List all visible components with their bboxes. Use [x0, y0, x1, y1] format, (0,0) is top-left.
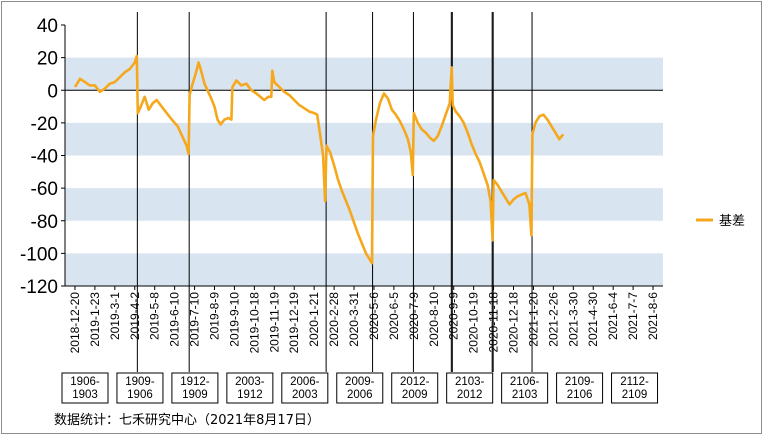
x-axis: 2018-12-20 2019-1-23 2019-3-1 2019-4-2 2019-… [65, 285, 663, 354]
x-tick-label: 2021-1-20 [526, 292, 540, 347]
series-lines [73, 54, 565, 265]
contract-box [171, 372, 219, 404]
x-tick-label: 2020-6-5 [387, 292, 401, 340]
x-tick-label: 2020-2-28 [327, 292, 341, 347]
x-tick-label: 2020-7-9 [407, 292, 421, 340]
legend-label: 基差 [719, 214, 745, 229]
x-tick-label: 2019-7-10 [188, 292, 202, 347]
contract-label: 2103- [455, 376, 485, 388]
x-tick-label: 2020-8-10 [427, 292, 441, 347]
contract-box [611, 372, 659, 404]
contract-box [501, 372, 549, 404]
contract-box [116, 372, 164, 404]
contract-box [391, 372, 439, 404]
y-tick-label: -40 [31, 147, 58, 168]
contract-label: 2006- [290, 376, 320, 388]
contract-label: 2003 [292, 389, 318, 401]
x-tick-label: 2018-12-20 [68, 292, 82, 354]
x-tick-label: 2020-1-21 [307, 292, 321, 347]
y-tick-label: 40 [37, 16, 58, 37]
contract-label: 2109- [565, 376, 595, 388]
x-tick-label: 2021-8-6 [646, 292, 660, 340]
shaded-band-3 [65, 253, 663, 286]
contract-label: 2003- [235, 376, 265, 388]
legend: 基差 [696, 214, 745, 229]
x-tick-label: 2019-3-1 [108, 292, 122, 340]
shaded-band-0 [65, 57, 663, 91]
contract-label: 2012 [457, 389, 483, 401]
y-tick-label: -120 [20, 277, 58, 298]
x-tick-label: 2019-4-2 [128, 292, 142, 340]
y-tick-label: -100 [20, 244, 58, 265]
x-tick-label: 2020-3-31 [347, 292, 361, 347]
contract-label: 1909- [125, 376, 155, 388]
contract-label: 2112- [620, 376, 649, 388]
y-tick-label: 0 [47, 81, 58, 102]
x-tick-label: 2019-1-23 [88, 292, 102, 347]
contract-label: 1912- [180, 376, 210, 388]
x-tick-label: 2021-2-26 [546, 292, 560, 347]
series-line-0 [73, 54, 565, 265]
x-tick-label: 2019-11-19 [267, 292, 281, 353]
x-tick-label: 2019-8-9 [208, 292, 222, 340]
contract-label: 1912 [237, 389, 263, 401]
x-tick-label: 2020-5-6 [367, 292, 381, 340]
contract-label: 1906- [70, 376, 100, 388]
contract-box [61, 372, 109, 404]
x-tick-label: 2019-10-18 [247, 292, 261, 354]
shaded-bands [65, 57, 663, 286]
shaded-band-1 [65, 122, 663, 156]
x-tick-label: 2021-3-30 [566, 292, 580, 347]
contract-label: 2009 [402, 389, 428, 401]
contract-label: 1903 [72, 389, 98, 401]
x-tick-label: 2020-10-19 [467, 292, 481, 354]
y-tick-label: -80 [31, 212, 58, 233]
x-tick-label: 2021-4-30 [586, 292, 600, 347]
y-tick-label: 20 [37, 49, 58, 70]
x-tick-label: 2020-12-18 [507, 292, 521, 354]
contract-label: 1906 [127, 389, 153, 401]
x-tick-label: 2020-9-9 [447, 292, 461, 340]
shaded-band-2 [65, 188, 663, 221]
y-tick-label: -60 [31, 179, 58, 200]
x-tick-label: 2019-5-8 [148, 292, 162, 340]
contract-box [446, 372, 494, 404]
contract-label: 2103 [512, 389, 538, 401]
x-tick-label: 2021-7-7 [626, 292, 640, 340]
x-tick-label: 2021-6-4 [606, 292, 620, 340]
y-tick-label: -20 [31, 114, 58, 135]
contract-label: 2109 [622, 389, 648, 401]
contract-label: 1909 [182, 389, 208, 401]
x-tick-label: 2019-9-10 [227, 292, 241, 347]
contract-label: 2106- [510, 376, 540, 388]
contract-box [226, 372, 274, 404]
contract-box [281, 372, 329, 404]
contract-label: 2006 [347, 389, 373, 401]
source-note: 数据统计：七禾研究中心（2021年8月17日） [54, 413, 320, 428]
contract-label: 2009- [345, 376, 375, 388]
x-tick-label: 2019-6-10 [168, 292, 182, 347]
x-tick-label: 2019-12-19 [287, 292, 301, 354]
contract-label: 2012- [400, 376, 430, 388]
y-axis: 40 20 0 -20 -40 -60 -80 -100 -120 [20, 16, 66, 298]
x-tick-label: 2020-11-18 [487, 292, 501, 353]
contract-labels: 1906-1903 1909-1906 1912-1909 2003-1912 2006… [61, 372, 659, 404]
contract-box [556, 372, 604, 404]
contract-box [336, 372, 384, 404]
contract-label: 2106 [567, 389, 593, 401]
